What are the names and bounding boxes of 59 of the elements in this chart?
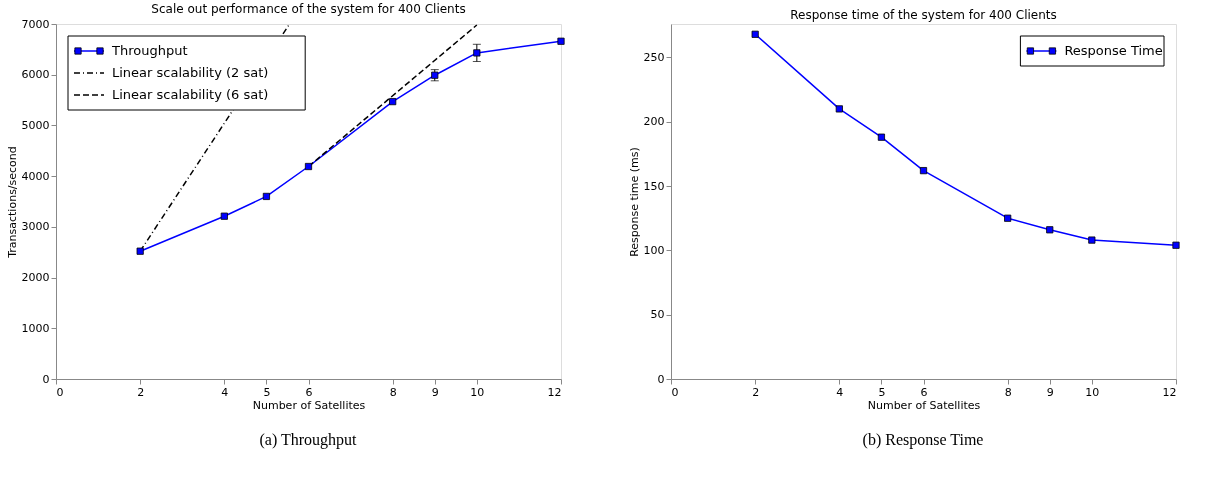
point (1088, 236, 1096, 244)
chart-title: Scale out performance of the system for 400 Clients (151, 2, 466, 16)
y-tick-label: 6000 (21, 68, 50, 82)
x-tick-label: 2 (137, 385, 145, 399)
x-tick-label: 12 (547, 385, 562, 399)
x-tick-label: 8 (1004, 385, 1012, 399)
point (1004, 214, 1012, 222)
x-tick-label: 10 (1085, 385, 1100, 399)
y-tick-label: 2000 (21, 271, 50, 285)
y-tick-label: 0 (657, 372, 665, 386)
point (262, 192, 270, 200)
point (751, 30, 759, 38)
text: (b) Response Time (862, 431, 984, 449)
y-tick-label: 7000 (21, 17, 50, 31)
point (835, 105, 843, 113)
point (1046, 226, 1054, 234)
y-tick-label: 4000 (21, 169, 50, 183)
x-tick-label: 6 (305, 385, 313, 399)
chart-title: Response time of the system for 400 Clients (790, 8, 1057, 22)
x-tick-label: 9 (1046, 385, 1054, 399)
y-tick-label: 5000 (21, 118, 50, 132)
legend-label: Linear scalability (6 sat) (112, 87, 269, 102)
x-tick-label: 0 (56, 385, 64, 399)
point (919, 167, 928, 175)
point (304, 162, 313, 171)
legend-label: Response Time (1064, 43, 1163, 58)
legend-label: Throughput (111, 43, 188, 58)
text: (a) Throughput (259, 431, 358, 449)
y-tick-label: 200 (643, 115, 665, 129)
x-tick-label: 9 (431, 385, 439, 399)
x-tick-label: 2 (752, 385, 760, 399)
legend-label: Linear scalability (2 sat) (112, 65, 269, 80)
x-axis-title: Number of Satellites (867, 398, 981, 412)
x-tick-label: 4 (836, 385, 844, 399)
x-axis-title: Number of Satellites (252, 398, 366, 412)
y-axis-title: Response time (ms) (627, 147, 641, 257)
x-tick-label: 12 (1162, 385, 1177, 399)
x-tick-label: 4 (221, 385, 229, 399)
x-tick-label: 5 (878, 385, 886, 399)
y-tick-label: 0 (42, 372, 50, 386)
y-tick-label: 250 (643, 50, 665, 64)
x-tick-label: 10 (470, 385, 485, 399)
x-tick-label: 0 (671, 385, 679, 399)
y-axis-title: Transactions/second (5, 146, 19, 259)
y-tick-label: 50 (650, 308, 665, 322)
point (1172, 241, 1180, 249)
y-tick-label: 3000 (21, 220, 50, 234)
y-tick-label: 150 (643, 179, 665, 193)
x-tick-label: 6 (920, 385, 928, 399)
y-tick-label: 1000 (21, 321, 50, 335)
point (220, 212, 228, 220)
point (877, 133, 885, 141)
y-tick-label: 100 (643, 243, 665, 257)
point (136, 247, 144, 255)
point (389, 98, 397, 106)
x-tick-label: 5 (263, 385, 271, 399)
point (473, 49, 481, 57)
x-tick-label: 8 (389, 385, 397, 399)
point (557, 37, 565, 45)
